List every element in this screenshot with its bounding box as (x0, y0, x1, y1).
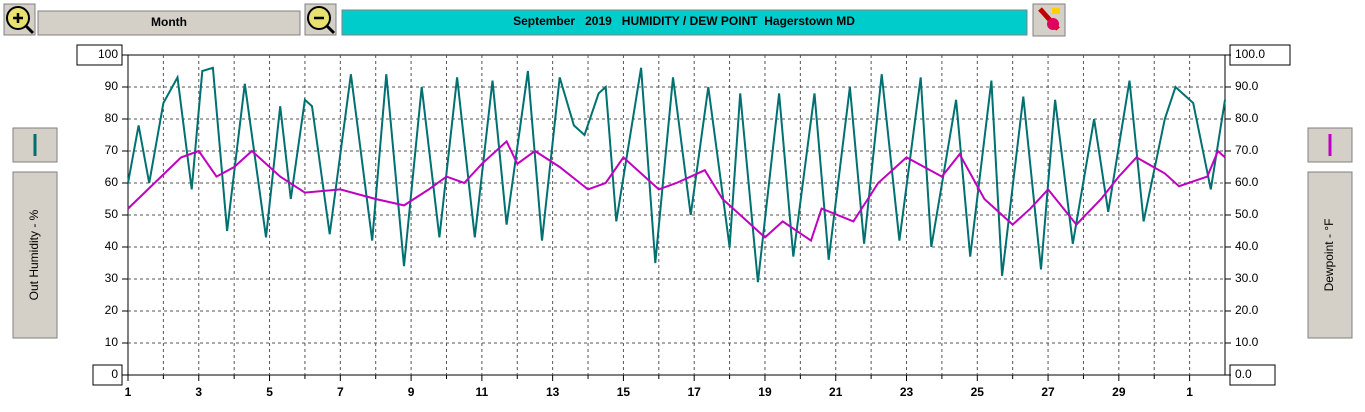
x-tick-label: 3 (195, 385, 202, 399)
period-button[interactable] (37, 10, 301, 36)
x-tick-label: 11 (476, 385, 489, 399)
y-tick-label: 70 (105, 143, 119, 157)
y-tick-label: 100 (98, 47, 118, 61)
clear-button[interactable] (1032, 3, 1066, 37)
x-tick-label: 25 (971, 385, 985, 399)
x-tick-label: 21 (829, 385, 843, 399)
x-tick-label: 13 (546, 385, 560, 399)
period-label: Month (151, 15, 187, 29)
x-tick-label: 9 (408, 385, 415, 399)
y2-tick-label: 10.0 (1235, 335, 1259, 349)
y-axis-label: Out Humidity - % (27, 209, 41, 300)
x-tick-label: 15 (617, 385, 631, 399)
y2-tick-label: 0.0 (1235, 367, 1252, 381)
y2-tick-label: 100.0 (1235, 47, 1265, 61)
y-tick-label: 10 (105, 335, 119, 349)
y-tick-label: 80 (105, 111, 119, 125)
y-tick-label: 60 (105, 175, 119, 189)
y2-tick-label: 60.0 (1235, 175, 1259, 189)
x-tick-label: 1 (125, 385, 132, 399)
zoom-in-button[interactable] (3, 3, 36, 36)
y-tick-label: 30 (105, 271, 119, 285)
y2-tick-label: 30.0 (1235, 271, 1259, 285)
y2-tick-label: 80.0 (1235, 111, 1259, 125)
x-tick-label: 17 (688, 385, 702, 399)
y-tick-label: 40 (105, 239, 119, 253)
series-line (127, 66, 1226, 283)
y2-tick-label: 40.0 (1235, 239, 1259, 253)
x-tick-label: 23 (900, 385, 914, 399)
y-tick-label: 20 (105, 303, 119, 317)
y2-tick-label: 50.0 (1235, 207, 1259, 221)
zoom-out-button[interactable] (304, 3, 337, 36)
x-tick-label: 5 (266, 385, 273, 399)
y2-tick-label: 20.0 (1235, 303, 1259, 317)
y-tick-label: 0 (111, 367, 118, 381)
title-bar (341, 9, 1028, 36)
x-tick-label: 29 (1112, 385, 1126, 399)
x-tick-label: 19 (758, 385, 772, 399)
chart-title: September 2019 HUMIDITY / DEW POINT Hage… (513, 14, 855, 28)
y2-tick-label: 90.0 (1235, 79, 1259, 93)
y2-tick-label: 70.0 (1235, 143, 1259, 157)
x-tick-label: 27 (1041, 385, 1055, 399)
x-tick-label: 7 (337, 385, 344, 399)
series-line (127, 139, 1226, 243)
humidity-axis-button[interactable] (12, 171, 58, 339)
dewpoint-axis-button[interactable] (1307, 171, 1353, 339)
y-tick-label: 90 (105, 79, 119, 93)
x-tick-label: 1 (1186, 385, 1193, 399)
y2-axis-label: Dewpoint - °F (1322, 219, 1336, 292)
y-tick-label: 50 (105, 207, 119, 221)
